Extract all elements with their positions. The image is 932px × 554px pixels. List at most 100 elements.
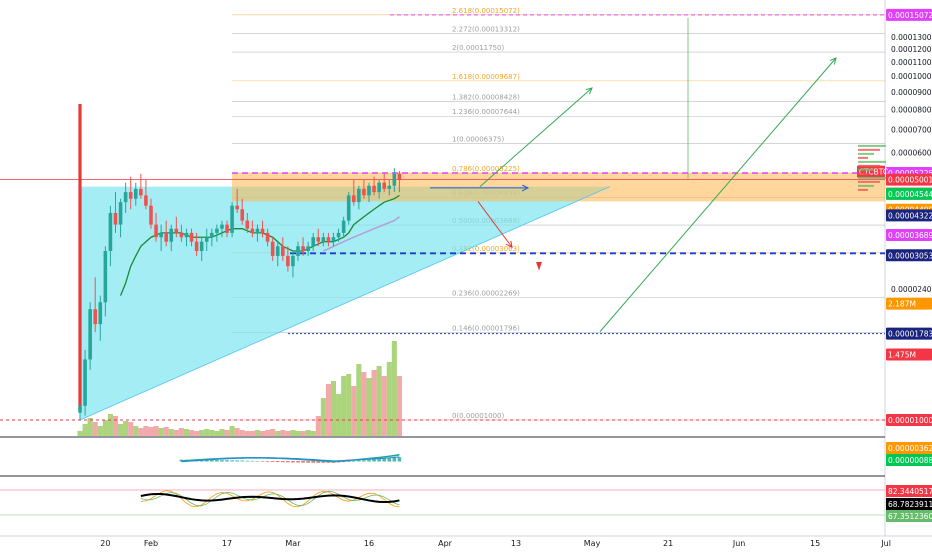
price-badge-label: 0.00001783: [888, 330, 932, 339]
volume-bar: [229, 426, 235, 436]
volume-bar: [330, 381, 337, 436]
macd-histogram-bar: [275, 461, 280, 463]
volume-bar: [143, 426, 149, 436]
candle-body: [255, 228, 260, 233]
candle-body: [103, 251, 108, 303]
candle-body: [159, 232, 163, 238]
volume-bar: [153, 426, 159, 436]
volume-bar: [234, 428, 240, 436]
candle-body: [331, 237, 336, 242]
macd-histogram-bar: [210, 459, 214, 462]
candle-body: [341, 220, 346, 233]
candle-body: [98, 302, 103, 325]
price-badge-label: CTCBTC: [859, 168, 888, 177]
candle-body: [286, 255, 290, 267]
candle-body: [225, 224, 229, 233]
candle-body: [123, 192, 128, 203]
oscillator-pane-1: [179, 454, 402, 463]
macd-histogram-bar: [392, 457, 397, 462]
volume-bar: [371, 370, 377, 436]
macd-histogram-bar: [367, 459, 371, 462]
volume-bar: [351, 386, 357, 436]
price-axis[interactable]: 0.00013000 0.00012000 0.00011000 0.00010000…: [891, 33, 932, 294]
candle-body: [311, 237, 316, 247]
candle-body: [199, 241, 204, 252]
fib-label: 2.618(0.00015072): [452, 7, 520, 15]
time-tick-label: 17: [222, 539, 232, 548]
candle-body: [362, 188, 366, 196]
volume-profile-bar: [858, 148, 880, 151]
volume-bar: [254, 430, 260, 436]
volume-bar: [178, 428, 184, 436]
candle-body: [174, 228, 179, 233]
volume-bar: [82, 424, 88, 436]
time-tick-label: Jul: [880, 539, 891, 548]
time-tick-label: 20: [100, 539, 110, 548]
volume-bar: [285, 431, 291, 436]
volume-bar: [336, 394, 342, 436]
volume-bar: [199, 430, 205, 436]
volume-bar: [87, 418, 93, 436]
candle-body: [321, 237, 326, 242]
candle-body: [144, 195, 148, 206]
volume-bar: [209, 430, 215, 436]
volume-bar: [148, 427, 154, 436]
price-badge-label: 0.00003689: [888, 231, 932, 240]
price-badge: [886, 8, 932, 21]
candle-body: [291, 255, 295, 267]
candle-body: [149, 205, 153, 225]
candle-body: [265, 232, 270, 242]
triangle-pattern: [79, 173, 885, 421]
osc2-badge: [886, 498, 932, 510]
macd-histogram-bar: [291, 461, 295, 463]
volume-bar: [183, 429, 190, 436]
osc1-badge: [886, 454, 932, 466]
fib-label: 0.382(0.00003063): [452, 245, 520, 253]
price-tick-label: 0.00013000: [891, 33, 932, 42]
candle-body: [88, 309, 92, 360]
time-tick-label: Apr: [438, 539, 453, 548]
fib-label: 2.272(0.00013312): [452, 25, 520, 33]
volume-bar: [118, 424, 124, 436]
candle-body: [184, 232, 189, 238]
candle-body: [83, 359, 87, 406]
volume-bar: [275, 431, 281, 436]
price-badge-label: 1.475M: [888, 351, 916, 360]
volume-bar: [356, 364, 362, 436]
candle-body: [204, 237, 209, 242]
candle-body: [194, 241, 199, 252]
volume-bar: [346, 374, 352, 436]
candles: [78, 103, 402, 420]
macd-histogram-bar: [286, 461, 290, 463]
volume-profile-bar: [858, 144, 886, 147]
macd-histogram-bar: [346, 461, 351, 462]
candle-body: [169, 228, 174, 242]
candle-body: [397, 173, 402, 180]
fib-label: 0.236(0.00002269): [452, 290, 520, 298]
candle-body: [346, 195, 351, 221]
volume-bar: [97, 426, 103, 436]
volume-bar: [77, 431, 83, 436]
osc1-badge-label: 0.00000088: [888, 456, 932, 465]
price-badge: [886, 209, 932, 222]
macd-histogram-bar: [311, 461, 316, 463]
volume-bar: [163, 427, 169, 436]
macd-histogram-bar: [225, 460, 229, 462]
candle-body: [108, 212, 113, 252]
candle-body: [78, 405, 82, 413]
volume-bar: [310, 431, 316, 436]
price-badge-label: 0.00005225: [888, 169, 932, 178]
macd-histogram-bar: [281, 461, 285, 463]
candle-body: [154, 224, 158, 238]
volume-bar: [386, 362, 392, 436]
price-badges: 0.000150720.00005225CTCBTC0.0000500105:3…: [857, 8, 932, 522]
candle-body: [316, 237, 321, 242]
price-badge: [886, 297, 932, 310]
volume-profile-bar: [858, 168, 874, 171]
price-badge: [886, 229, 932, 242]
time-axis[interactable]: 20Feb17Mar16Apr13May21Jun15Jul13: [100, 539, 932, 548]
osc2-badge-label: 82.34405171: [888, 487, 932, 496]
price-tick-label: 0.00002400: [891, 285, 932, 294]
